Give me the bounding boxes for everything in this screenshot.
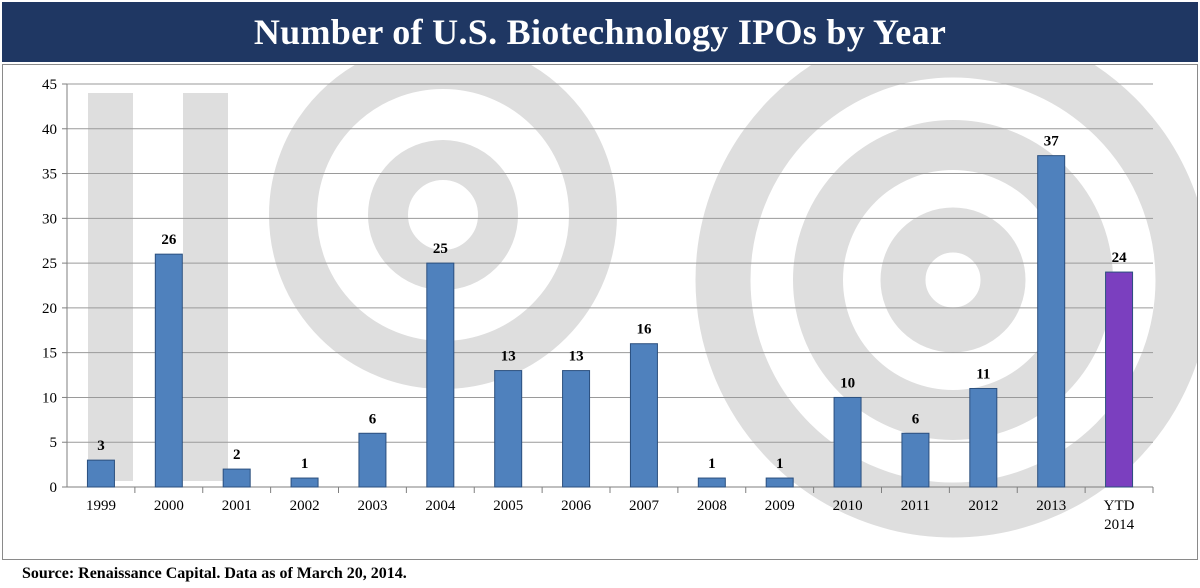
bar-2011	[901, 432, 930, 488]
ipo-watermark-logo	[88, 65, 1197, 538]
data-label: 1	[776, 456, 784, 472]
x-tick-label: 2006	[561, 498, 592, 514]
bar-2002	[290, 477, 319, 488]
source-note: Source: Renaissance Capital. Data as of …	[22, 565, 407, 582]
y-tick-label: 20	[42, 301, 57, 317]
x-axis-tick-labels: 1999 2000 2001 2002 2003 2004 2005 2006 2007 2008…	[86, 498, 1135, 533]
x-tick-label: 2001	[222, 498, 252, 514]
data-label: 24	[1112, 250, 1128, 266]
x-tick-label: 2013	[1036, 498, 1066, 514]
x-tick-label: 2014	[1104, 517, 1135, 533]
bar-2012	[969, 387, 998, 488]
bar-2013	[1037, 155, 1066, 488]
data-label: 13	[569, 349, 584, 365]
data-label: 11	[976, 366, 990, 382]
x-tick-label: 2011	[901, 498, 930, 514]
y-tick-label: 10	[42, 390, 57, 406]
chart-panel: 3 26 2 1 6 25 13 13 16 1 1 10 6 11 37 24 1999 2000 2001 20…	[2, 64, 1198, 560]
data-label: 26	[161, 232, 177, 248]
x-tick-label: 2000	[154, 498, 184, 514]
data-label: 6	[369, 411, 377, 427]
x-tick-label: 2003	[357, 498, 387, 514]
x-tick-label: 2005	[493, 498, 523, 514]
bar-2004	[426, 262, 455, 488]
x-tick-label: 2007	[629, 498, 660, 514]
bar-2006	[562, 370, 591, 488]
y-tick-label: 0	[50, 480, 58, 496]
bar-2001	[222, 468, 251, 488]
data-label: 1	[708, 456, 716, 472]
bar-2009	[765, 477, 794, 488]
y-tick-label: 35	[42, 167, 57, 183]
y-tick-label: 40	[42, 122, 57, 138]
data-label: 2	[233, 447, 241, 463]
y-tick-label: 5	[50, 435, 58, 451]
bar-2000	[154, 253, 183, 488]
bar-2005	[494, 370, 523, 488]
bars	[86, 155, 1134, 488]
y-tick-label: 25	[42, 256, 57, 272]
data-label: 13	[501, 349, 516, 365]
data-label: 10	[840, 375, 855, 391]
bar-1999	[86, 459, 115, 488]
bar-2007	[629, 343, 658, 488]
title-bar: Number of U.S. Biotechnology IPOs by Yea…	[2, 2, 1198, 62]
data-label: 3	[97, 438, 105, 454]
data-label: 16	[636, 322, 652, 338]
data-label: 1	[301, 456, 309, 472]
y-axis-tick-labels: 0 5 10 15 20 25 30 35 40 45	[42, 77, 57, 496]
data-label: 6	[912, 411, 920, 427]
bar-2008	[697, 477, 726, 488]
x-tick-label: 2002	[290, 498, 320, 514]
y-tick-label: 15	[42, 346, 57, 362]
y-tick-label: 45	[42, 77, 57, 93]
y-tick-label: 30	[42, 211, 57, 227]
data-label: 37	[1044, 134, 1060, 150]
x-tick-label: 2004	[425, 498, 456, 514]
x-tick-label: 2012	[968, 498, 998, 514]
bar-ytd-2014	[1105, 271, 1134, 488]
x-tick-label: 1999	[86, 498, 116, 514]
x-tick-label: 2009	[765, 498, 795, 514]
bar-2003	[358, 432, 387, 488]
x-tick-label: 2008	[697, 498, 727, 514]
x-tick-label: 2010	[833, 498, 863, 514]
bar-2010	[833, 396, 862, 488]
x-tick-label: YTD	[1104, 498, 1135, 514]
chart-title: Number of U.S. Biotechnology IPOs by Yea…	[253, 12, 947, 52]
data-label: 25	[433, 241, 448, 257]
